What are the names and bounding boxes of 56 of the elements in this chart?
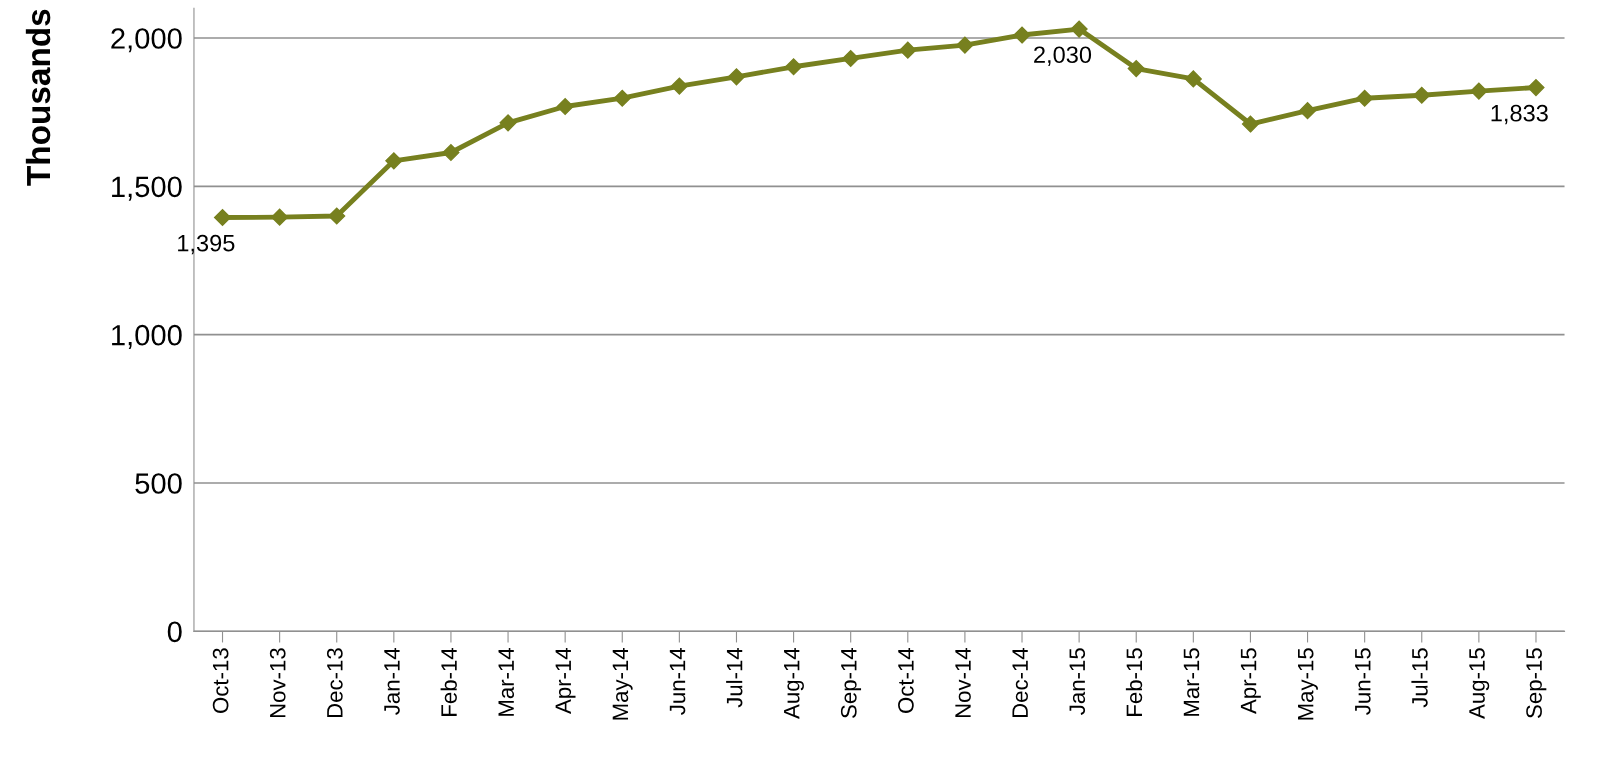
x-tick-label: Dec-13 (326, 648, 343, 718)
x-tick-label: Jun-15 (1355, 648, 1371, 715)
x-tick-label: Dec-14 (1012, 647, 1028, 718)
x-tick-label: Oct-13 (212, 648, 229, 713)
point (1527, 78, 1545, 97)
x-tick-label: Jul-14 (726, 647, 743, 708)
point (556, 97, 574, 116)
point (1241, 115, 1259, 133)
y-tick-label: 1,000 (112, 324, 182, 349)
x-tick-label: Jan-15 (1069, 648, 1086, 715)
point (956, 36, 974, 54)
point (842, 49, 860, 68)
point (613, 89, 631, 107)
point (328, 207, 346, 225)
point (385, 152, 403, 170)
x-tick-label: Nov-14 (955, 647, 971, 718)
x-tick-label: Nov-13 (269, 648, 286, 718)
x-tick-label: Sep-14 (840, 647, 862, 718)
y-axis-title: Thousands (25, 9, 51, 186)
y-tick-label: 0 (167, 621, 182, 643)
x-tick-label: Jan-14 (384, 647, 400, 715)
point (442, 143, 460, 162)
data-label: 1,395 (178, 234, 235, 255)
x-tick-label: Sep-15 (1526, 648, 1547, 718)
point (1127, 59, 1145, 78)
point (670, 77, 688, 95)
point (1013, 26, 1031, 44)
data-label: 1,833 (1491, 104, 1548, 125)
point (1470, 82, 1488, 100)
point (271, 208, 289, 226)
point (899, 41, 917, 59)
x-tick-label: Jun-14 (669, 647, 686, 715)
x-tick-label: Apr-15 (1240, 648, 1261, 714)
y-tick-label: 1,500 (112, 176, 182, 201)
x-tick-label: Mar-14 (498, 647, 515, 716)
point (1070, 20, 1088, 38)
point (727, 68, 746, 86)
point (1298, 102, 1317, 120)
x-tick-label: May-14 (612, 647, 633, 720)
y-tick-label: 2,000 (111, 28, 182, 53)
y-tick-label: 500 (135, 473, 182, 494)
x-tick-label: Feb-15 (1125, 648, 1143, 716)
point (1184, 70, 1202, 88)
x-tick-label: Aug-14 (784, 647, 804, 719)
data-label: 2,030 (1034, 46, 1092, 66)
x-tick-label: Jul-15 (1411, 648, 1428, 708)
x-tick-label: May-15 (1298, 648, 1318, 720)
point (785, 58, 803, 76)
x-tick-label: Oct-14 (898, 647, 914, 713)
point (499, 114, 517, 132)
point (1413, 86, 1431, 104)
x-tick-label: Aug-15 (1469, 648, 1490, 719)
x-tick-label: Mar-15 (1183, 648, 1200, 716)
point (1356, 89, 1374, 107)
x-tick-label: Feb-14 (440, 647, 457, 716)
x-tick-label: Apr-14 (555, 647, 576, 714)
